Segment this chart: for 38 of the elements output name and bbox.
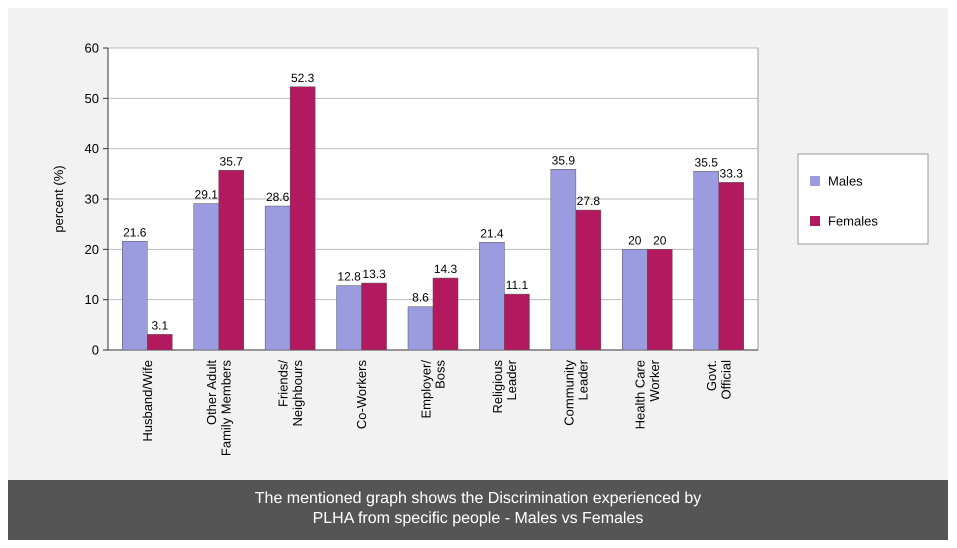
data-label: 33.3 [720, 166, 744, 180]
y-tick-label: 60 [84, 40, 99, 56]
data-label: 27.8 [576, 194, 600, 208]
data-label: 20 [628, 233, 642, 248]
legend-label: Females [828, 214, 878, 229]
data-label: 28.6 [266, 190, 290, 204]
y-axis-title: percent (%) [51, 165, 66, 233]
data-label: 13.3 [362, 267, 386, 282]
y-tick-label: 20 [84, 242, 99, 257]
x-tick-label: Govt. Official [704, 360, 734, 400]
data-label: 14.3 [434, 262, 458, 276]
data-label: 20 [653, 233, 667, 248]
x-tick-label: Employer/ Boss [418, 360, 448, 419]
data-label: 35.9 [552, 153, 576, 168]
data-label: 3.1 [151, 318, 168, 332]
x-tick-label: Co-Workers [354, 360, 370, 430]
data-label: 12.8 [337, 270, 362, 284]
x-tick-label: Health Care Worker [632, 359, 662, 430]
data-label: 8.6 [412, 290, 430, 305]
data-label: 35.5 [694, 155, 718, 170]
y-tick-label: 50 [84, 90, 99, 106]
legend-label: Males [828, 174, 864, 189]
data-label: 21.4 [480, 226, 504, 240]
data-label: 52.3 [290, 70, 315, 85]
x-tick-label: Community Leader [561, 359, 591, 426]
data-label: 21.6 [123, 225, 147, 240]
x-tick-label: Religious Leader [490, 359, 520, 414]
data-label: 35.7 [220, 154, 244, 168]
y-tick-label: 0 [92, 342, 99, 358]
y-tick-label: 40 [84, 141, 99, 156]
x-tick-label: Other Adult Family Members [204, 360, 234, 456]
data-label: 29.1 [194, 188, 218, 202]
x-tick-label: Husband/Wife [140, 360, 155, 442]
x-tick-label: Friends/ Neighbours [276, 360, 305, 426]
y-tick-label: 30 [84, 192, 99, 207]
data-label: 11.1 [506, 278, 528, 292]
text: The mentioned graph shows the Discrimination experienced by PLHA from specific people - Males vs Females [254, 490, 702, 527]
y-tick-label: 10 [84, 292, 99, 308]
